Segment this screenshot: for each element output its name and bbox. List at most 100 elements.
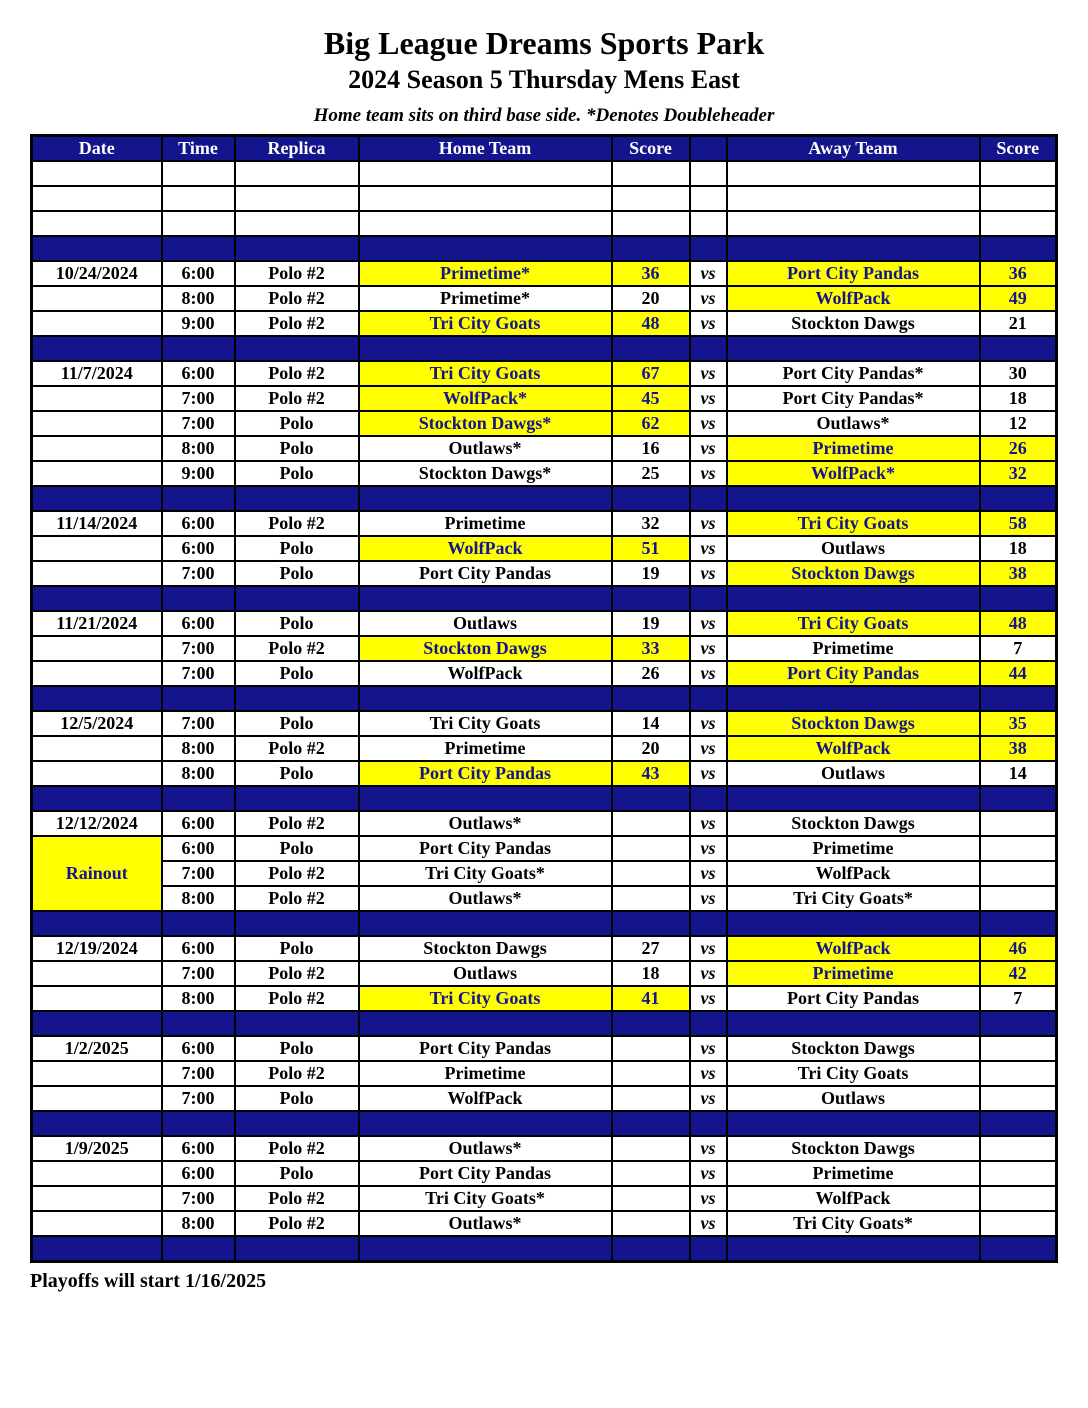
vs-cell: vs bbox=[688, 760, 728, 787]
separator-row-cell bbox=[357, 1010, 613, 1037]
col-header-replica: Replica bbox=[233, 134, 360, 162]
separator-row-cell bbox=[233, 585, 360, 612]
away-team-cell: Stockton Dawgs bbox=[725, 1135, 981, 1162]
col-header-away-score: Score bbox=[978, 134, 1058, 162]
time-cell: 8:00 bbox=[160, 1210, 236, 1237]
empty-row-cell bbox=[978, 185, 1058, 212]
away-score-cell: 7 bbox=[978, 635, 1058, 662]
game-row: 10/24/2024 6:00 Polo #2 Primetime* 36 vs Port … bbox=[30, 260, 1058, 287]
home-team-cell: WolfPack bbox=[357, 660, 613, 687]
game-row: 1/2/2025 6:00 Polo Port City Pandas vs Stockt… bbox=[30, 1035, 1058, 1062]
time-cell: 7:00 bbox=[160, 710, 236, 737]
separator-row-cell bbox=[357, 1235, 613, 1263]
replica-cell: Polo #2 bbox=[233, 360, 360, 387]
home-team-cell: Primetime bbox=[357, 735, 613, 762]
game-row: 8:00 Polo #2 Outlaws* vs Tri City Goats* bbox=[30, 1210, 1058, 1237]
home-team-cell: Primetime bbox=[357, 1060, 613, 1087]
replica-cell: Polo bbox=[233, 535, 360, 562]
separator-row-cell bbox=[725, 335, 981, 362]
separator-row-cell bbox=[160, 1110, 236, 1137]
vs-cell: vs bbox=[688, 535, 728, 562]
vs-cell: vs bbox=[688, 1085, 728, 1112]
vs-cell: vs bbox=[688, 260, 728, 287]
home-score-cell bbox=[610, 1185, 691, 1212]
separator-row-cell bbox=[233, 785, 360, 812]
replica-cell: Polo bbox=[233, 1160, 360, 1187]
game-row: 8:00 Polo #2 Primetime 20 vs WolfPack 38 bbox=[30, 735, 1058, 762]
vs-cell: vs bbox=[688, 310, 728, 337]
separator-row-cell bbox=[725, 1110, 981, 1137]
away-score-cell: 30 bbox=[978, 360, 1058, 387]
time-cell: 9:00 bbox=[160, 310, 236, 337]
home-team-cell: WolfPack bbox=[357, 1085, 613, 1112]
date-filler-cell bbox=[30, 760, 163, 787]
separator-row bbox=[30, 235, 1058, 262]
replica-cell: Polo #2 bbox=[233, 385, 360, 412]
empty-row-cell bbox=[610, 185, 691, 212]
separator-row-cell bbox=[233, 685, 360, 712]
empty-row-cell bbox=[725, 185, 981, 212]
empty-row-cell bbox=[978, 210, 1058, 237]
home-score-cell: 62 bbox=[610, 410, 691, 437]
separator-row-cell bbox=[610, 1235, 691, 1263]
vs-cell: vs bbox=[688, 435, 728, 462]
home-score-cell bbox=[610, 1160, 691, 1187]
header-area: Big League Dreams Sports Park 2024 Seaso… bbox=[0, 0, 1088, 127]
separator-row-cell bbox=[30, 235, 163, 262]
col-header-home-score: Score bbox=[610, 134, 691, 162]
separator-row-cell bbox=[725, 235, 981, 262]
col-header-home-team: Home Team bbox=[357, 134, 613, 162]
separator-row-cell bbox=[160, 685, 236, 712]
home-team-cell: Tri City Goats bbox=[357, 985, 613, 1012]
away-team-cell: Stockton Dawgs bbox=[725, 810, 981, 837]
time-cell: 6:00 bbox=[160, 1135, 236, 1162]
home-score-cell: 27 bbox=[610, 935, 691, 962]
separator-row-cell bbox=[688, 335, 728, 362]
home-team-cell: WolfPack bbox=[357, 535, 613, 562]
away-team-cell: Primetime bbox=[725, 960, 981, 987]
separator-row-cell bbox=[30, 1010, 163, 1037]
replica-cell: Polo #2 bbox=[233, 510, 360, 537]
away-team-cell: Stockton Dawgs bbox=[725, 560, 981, 587]
separator-row-cell bbox=[725, 1235, 981, 1263]
game-row: 11/21/2024 6:00 Polo Outlaws 19 vs Tri City Go… bbox=[30, 610, 1058, 637]
separator-row-cell bbox=[233, 485, 360, 512]
vs-cell: vs bbox=[688, 1060, 728, 1087]
game-row: 9:00 Polo #2 Tri City Goats 48 vs Stockton Da… bbox=[30, 310, 1058, 337]
empty-row-cell bbox=[725, 160, 981, 187]
home-team-cell: Tri City Goats bbox=[357, 310, 613, 337]
away-score-cell bbox=[978, 1060, 1058, 1087]
replica-cell: Polo bbox=[233, 835, 360, 862]
vs-cell: vs bbox=[688, 610, 728, 637]
time-cell: 6:00 bbox=[160, 535, 236, 562]
home-score-cell: 19 bbox=[610, 610, 691, 637]
away-score-cell: 18 bbox=[978, 535, 1058, 562]
empty-row-cell bbox=[688, 185, 728, 212]
date-cell: 12/19/2024 bbox=[30, 935, 163, 962]
date-filler-cell bbox=[30, 1060, 163, 1087]
replica-cell: Polo bbox=[233, 1035, 360, 1062]
home-score-cell: 45 bbox=[610, 385, 691, 412]
home-score-cell: 16 bbox=[610, 435, 691, 462]
vs-cell: vs bbox=[688, 960, 728, 987]
home-score-cell bbox=[610, 1060, 691, 1087]
away-team-cell: Stockton Dawgs bbox=[725, 310, 981, 337]
away-score-cell: 38 bbox=[978, 735, 1058, 762]
vs-cell: vs bbox=[688, 510, 728, 537]
game-row: 8:00 Polo Outlaws* 16 vs Primetime 26 bbox=[30, 435, 1058, 462]
separator-row bbox=[30, 685, 1058, 712]
empty-row-cell bbox=[357, 160, 613, 187]
home-score-cell bbox=[610, 885, 691, 912]
separator-row-cell bbox=[160, 585, 236, 612]
time-cell: 6:00 bbox=[160, 1160, 236, 1187]
table-header-row: Date Time Replica Home Team Score Away Team Sc… bbox=[30, 134, 1058, 162]
home-team-cell: Outlaws bbox=[357, 960, 613, 987]
away-score-cell bbox=[978, 1210, 1058, 1237]
away-team-cell: WolfPack bbox=[725, 1185, 981, 1212]
home-score-cell: 67 bbox=[610, 360, 691, 387]
col-header-away-team: Away Team bbox=[725, 134, 981, 162]
separator-row-cell bbox=[30, 685, 163, 712]
home-team-cell: Port City Pandas bbox=[357, 1035, 613, 1062]
separator-row-cell bbox=[30, 1235, 163, 1263]
playoffs-note: Playoffs will start 1/16/2025 bbox=[30, 1270, 267, 1292]
